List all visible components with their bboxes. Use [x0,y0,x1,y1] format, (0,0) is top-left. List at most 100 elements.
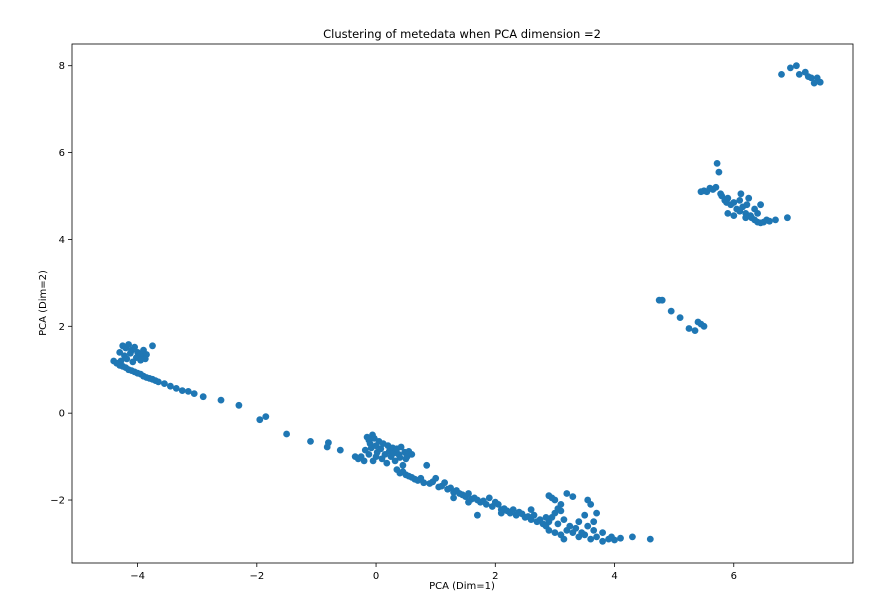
x-tick-label: 2 [492,571,498,582]
scatter-point [584,496,592,504]
scatter-point [217,396,225,404]
x-tick-label: −2 [249,571,264,582]
scatter-point [572,524,580,532]
scatter-point [423,461,431,469]
scatter-point [530,511,538,519]
scatter-point [554,520,562,528]
scatter-point [742,214,750,222]
scatter-point [676,314,684,321]
scatter-point [450,494,457,502]
scatter-point [712,183,720,191]
scatter-point [617,534,624,542]
scatter-point [116,349,124,356]
scatter-point [408,451,416,458]
scatter-point [560,516,568,523]
scatter-point [795,71,803,78]
scatter-point [184,388,192,395]
scatter-point [167,382,174,390]
scatter-point [685,325,693,332]
scatter-point [361,446,369,454]
scatter-point [560,535,568,543]
scatter-point [126,349,134,357]
scatter-point [563,490,571,497]
scatter-point [745,194,753,202]
scatter-point [736,207,744,215]
scatter-point [599,529,606,536]
scatter-point [736,197,744,204]
scatter-point [784,214,791,222]
scatter-point [593,533,600,541]
scatter-point [190,390,198,397]
scatter-point [599,537,606,545]
scatter-point [772,216,779,224]
scatter-point [172,385,180,392]
scatter-point [235,401,243,409]
scatter-point [545,492,553,500]
scatter-point [141,355,149,363]
y-tick-label: 2 [59,322,65,333]
scatter-point [474,511,481,519]
scatter-point [323,443,331,451]
scatter-point [399,461,407,469]
x-tick-label: 4 [611,571,617,582]
scatter-point [199,393,207,401]
scatter-point [465,498,472,506]
scatter-point [307,438,314,445]
scatter-point [377,445,385,453]
scatter-point [724,210,732,217]
scatter-point [566,522,574,530]
scatter-point [465,490,472,497]
y-tick-label: 4 [59,235,65,246]
scatter-point [391,457,399,465]
scatter-point [420,479,428,487]
scatter-point [396,454,404,461]
scatter-point [587,535,595,543]
y-tick-label: 0 [59,409,65,420]
scatter-point [724,194,732,202]
scatter-point [551,529,559,536]
scatter-point [778,71,785,78]
scatter-point [667,307,675,315]
plot-frame [71,43,854,564]
scatter-point [509,506,517,513]
scatter-point [810,79,818,87]
scatter-point [131,343,139,351]
scatter-point [149,342,156,350]
scatter-point [737,190,745,198]
scatter-point [283,430,290,438]
scatter-point [590,527,598,534]
scatter-point [383,459,391,467]
scatter-point [161,380,168,387]
y-tick-label: 6 [59,148,65,159]
y-axis-label: PCA (Dim=2) [38,270,49,336]
scatter-point [125,341,132,348]
scatter-point [787,64,794,72]
x-tick-label: 0 [373,571,379,582]
scatter-point [730,199,738,206]
scatter-point [497,509,505,517]
scatter-point [816,78,824,86]
scatter-point [658,296,666,304]
scatter-point [494,501,502,508]
scatter-point [629,533,636,541]
scatter-point [336,446,344,454]
y-axis: −2 0 2 4 6 8 [50,61,72,507]
scatter-point [372,453,380,460]
scatter-point [646,535,654,543]
x-axis-label: PCA (Dim=1) [429,581,495,592]
x-tick-label: 6 [731,571,737,582]
scatter-point [578,529,586,536]
scatter-point [757,201,764,209]
scatter-point [527,506,535,513]
scatter-point [542,514,550,521]
scatter-point [743,201,751,209]
scatter-point [129,358,137,366]
x-axis: −4 −2 0 2 4 6 [130,563,737,582]
x-tick-label: −4 [130,571,145,582]
scatter-point [155,378,162,386]
points-layer [110,62,824,545]
scatter-point [593,509,600,517]
scatter-point [713,160,721,167]
